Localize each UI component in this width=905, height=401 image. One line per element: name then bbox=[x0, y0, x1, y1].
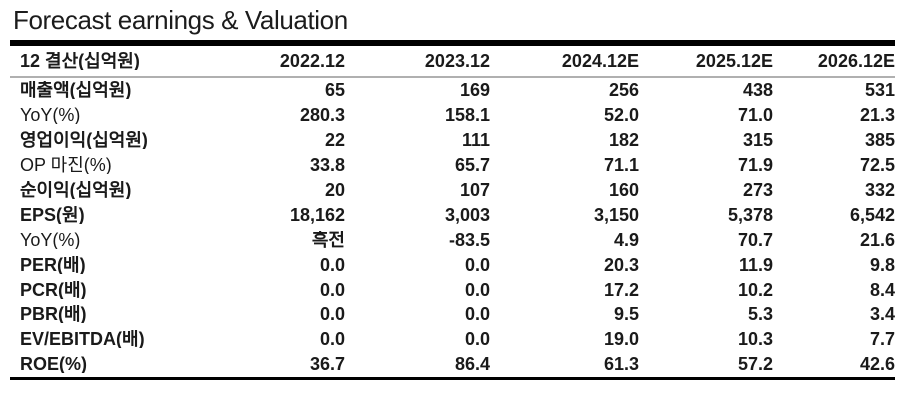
forecast-table: 12 결산(십억원) 2022.12 2023.12 2024.12E 2025… bbox=[10, 40, 895, 380]
row-value: 9.8 bbox=[869, 255, 895, 274]
table-row: YoY(%) 280.3 158.1 52.0 71.0 21.3 bbox=[10, 103, 895, 128]
row-value: 7.7 bbox=[869, 330, 895, 349]
column-header-2026e: 2026.12E bbox=[817, 52, 895, 70]
table-row: PBR(배) 0.0 0.0 9.5 5.3 3.4 bbox=[10, 302, 895, 327]
row-label: EPS(원) bbox=[20, 205, 85, 224]
row-value: 3.4 bbox=[869, 305, 895, 324]
table-header-row: 12 결산(십억원) 2022.12 2023.12 2024.12E 2025… bbox=[10, 46, 895, 78]
row-value: 70.7 bbox=[737, 230, 773, 249]
row-value: 57.2 bbox=[737, 355, 773, 374]
row-value: 20 bbox=[324, 181, 345, 199]
row-value: 71.1 bbox=[603, 156, 639, 175]
row-value: 21.6 bbox=[859, 230, 895, 249]
row-value: 65 bbox=[324, 81, 345, 100]
row-value: 61.3 bbox=[603, 355, 639, 374]
row-value: 160 bbox=[608, 181, 639, 199]
row-label: OP 마진(%) bbox=[20, 156, 112, 175]
row-value: 107 bbox=[459, 181, 490, 199]
row-value: 182 bbox=[608, 131, 639, 150]
row-value: 18,162 bbox=[289, 205, 345, 224]
row-value: 438 bbox=[742, 81, 773, 100]
table-row: YoY(%) 흑전 -83.5 4.9 70.7 21.6 bbox=[10, 227, 895, 252]
row-value: 52.0 bbox=[603, 106, 639, 125]
row-value: 10.3 bbox=[737, 330, 773, 349]
column-header-metric: 12 결산(십억원) bbox=[20, 52, 140, 70]
row-label: EV/EBITDA(배) bbox=[20, 330, 145, 349]
row-label: YoY(%) bbox=[20, 106, 81, 125]
row-label: PBR(배) bbox=[20, 305, 87, 324]
row-value: 273 bbox=[742, 181, 773, 199]
row-value: 19.0 bbox=[603, 330, 639, 349]
table-row: ROE(%) 36.7 86.4 61.3 57.2 42.6 bbox=[10, 352, 895, 377]
row-value: 158.1 bbox=[444, 106, 490, 125]
row-value: 흑전 bbox=[311, 230, 345, 249]
row-value: 22 bbox=[324, 131, 345, 150]
column-header-2022: 2022.12 bbox=[279, 52, 345, 70]
row-value: 9.5 bbox=[613, 305, 639, 324]
row-value: 71.0 bbox=[737, 106, 773, 125]
row-value: 0.0 bbox=[464, 280, 490, 299]
row-value: 36.7 bbox=[309, 355, 345, 374]
table-row: 영업이익(십억원) 22 111 182 315 385 bbox=[10, 128, 895, 153]
row-value: 21.3 bbox=[859, 106, 895, 125]
row-value: 5.3 bbox=[747, 305, 773, 324]
row-label: 영업이익(십억원) bbox=[20, 131, 148, 150]
row-value: 5,378 bbox=[727, 205, 773, 224]
table-row: PCR(배) 0.0 0.0 17.2 10.2 8.4 bbox=[10, 277, 895, 302]
row-value: 10.2 bbox=[737, 280, 773, 299]
row-value: 71.9 bbox=[737, 156, 773, 175]
row-label: YoY(%) bbox=[20, 230, 81, 249]
row-label: PCR(배) bbox=[20, 280, 87, 299]
row-value: 86.4 bbox=[454, 355, 490, 374]
column-header-2023: 2023.12 bbox=[424, 52, 490, 70]
row-value: 3,003 bbox=[444, 205, 490, 224]
row-value: 0.0 bbox=[464, 305, 490, 324]
table-row: EPS(원) 18,162 3,003 3,150 5,378 6,542 bbox=[10, 202, 895, 227]
row-value: 6,542 bbox=[849, 205, 895, 224]
row-label: PER(배) bbox=[20, 255, 86, 274]
row-value: 3,150 bbox=[593, 205, 639, 224]
column-header-2024e: 2024.12E bbox=[561, 52, 639, 70]
row-value: 315 bbox=[742, 131, 773, 150]
row-value: 332 bbox=[864, 181, 895, 199]
row-value: 42.6 bbox=[859, 355, 895, 374]
row-value: 256 bbox=[608, 81, 639, 100]
row-value: 280.3 bbox=[299, 106, 345, 125]
row-value: 20.3 bbox=[603, 255, 639, 274]
row-value: 169 bbox=[459, 81, 490, 100]
row-value: 65.7 bbox=[454, 156, 490, 175]
table-row: 순이익(십억원) 20 107 160 273 332 bbox=[10, 178, 895, 203]
table-row: OP 마진(%) 33.8 65.7 71.1 71.9 72.5 bbox=[10, 153, 895, 178]
row-value: 8.4 bbox=[869, 280, 895, 299]
row-value: 111 bbox=[461, 131, 490, 150]
row-value: 72.5 bbox=[859, 156, 895, 175]
row-value: 0.0 bbox=[319, 305, 345, 324]
row-label: 순이익(십억원) bbox=[20, 181, 132, 199]
row-value: 531 bbox=[864, 81, 895, 100]
table-body: 매출액(십억원) 65 169 256 438 531 YoY(%) 280.3 158.1 52… bbox=[10, 78, 895, 377]
column-header-2025e: 2025.12E bbox=[695, 52, 773, 70]
table-row: EV/EBITDA(배) 0.0 0.0 19.0 10.3 7.7 bbox=[10, 327, 895, 352]
table-row: 매출액(십억원) 65 169 256 438 531 bbox=[10, 78, 895, 103]
row-value: 0.0 bbox=[464, 255, 490, 274]
page-title: Forecast earnings & Valuation bbox=[13, 5, 348, 35]
row-value: 17.2 bbox=[603, 280, 639, 299]
row-value: 0.0 bbox=[319, 280, 345, 299]
row-value: 0.0 bbox=[319, 330, 345, 349]
row-label: ROE(%) bbox=[20, 355, 87, 374]
row-label: 매출액(십억원) bbox=[20, 81, 132, 100]
row-value: 385 bbox=[864, 131, 895, 150]
row-value: -83.5 bbox=[448, 230, 490, 249]
row-value: 0.0 bbox=[464, 330, 490, 349]
row-value: 11.9 bbox=[738, 255, 773, 274]
row-value: 0.0 bbox=[319, 255, 345, 274]
row-value: 33.8 bbox=[309, 156, 345, 175]
table-row: PER(배) 0.0 0.0 20.3 11.9 9.8 bbox=[10, 252, 895, 277]
row-value: 4.9 bbox=[613, 230, 639, 249]
